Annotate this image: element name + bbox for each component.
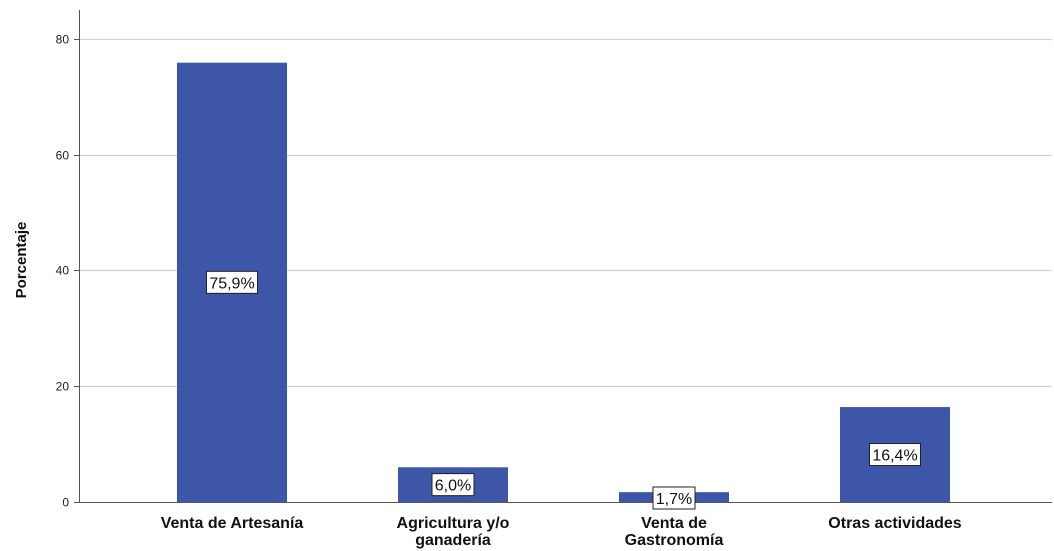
data-label-text: 16,4%: [872, 448, 917, 465]
data-label-text: 6,0%: [435, 478, 471, 495]
data-label: 75,9%: [206, 270, 258, 294]
data-label-text: 1,7%: [656, 491, 692, 508]
data-label-box: [206, 270, 258, 294]
data-label-box: [869, 443, 921, 467]
data-label-text: 75,9%: [209, 275, 254, 292]
category-label: Venta de Artesanía: [161, 515, 304, 532]
y-tick-label: 0: [62, 496, 69, 510]
data-label: 6,0%: [431, 473, 475, 497]
data-label: 16,4%: [869, 443, 921, 467]
category-label: Otras actividades: [828, 515, 962, 532]
y-tick-label: 80: [56, 33, 70, 47]
category-label: Venta de Gastronomía: [625, 515, 724, 549]
bars: [177, 62, 950, 502]
data-label: 1,7%: [652, 486, 696, 510]
data-label-box: [431, 473, 475, 497]
axes: [74, 10, 1052, 503]
y-tick-label: 60: [56, 149, 70, 163]
y-tick-labels: 0 20 40 60 80: [56, 33, 70, 510]
category-labels: Venta de Artesanía Agricultura y/o ganader…: [161, 515, 962, 549]
y-tick-label: 40: [56, 264, 70, 278]
y-tick-label: 20: [56, 380, 70, 394]
data-label-box: [652, 486, 696, 510]
category-label: Agricultura y/o ganadería: [397, 515, 510, 549]
data-labels: 75,9% 6,0% 1,7% 16,4%: [206, 270, 921, 510]
y-axis-title: Porcentaje: [13, 222, 30, 299]
